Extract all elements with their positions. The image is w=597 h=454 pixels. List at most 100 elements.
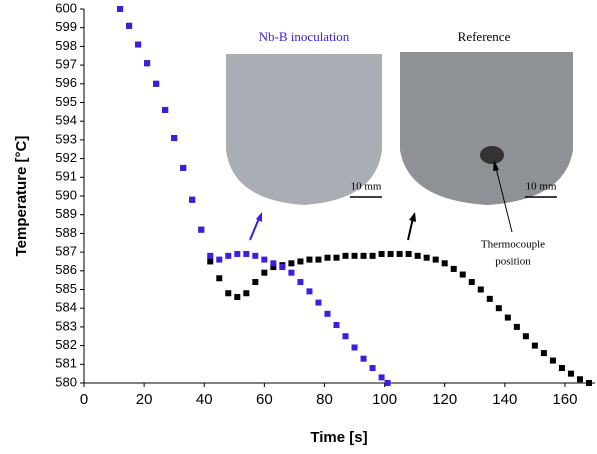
- x-tick-label: 100: [372, 391, 397, 408]
- marker: [288, 260, 294, 266]
- marker: [523, 333, 529, 339]
- marker: [252, 279, 258, 285]
- marker: [550, 358, 556, 364]
- marker: [433, 257, 439, 263]
- annotation: position: [495, 256, 531, 268]
- shrinkage: [480, 146, 504, 164]
- marker: [243, 251, 249, 257]
- marker: [153, 81, 159, 87]
- arrow-head: [409, 212, 416, 222]
- y-tick-label: 598: [55, 38, 77, 53]
- marker: [514, 324, 520, 330]
- y-tick-label: 589: [55, 206, 77, 221]
- marker: [343, 333, 349, 339]
- marker: [361, 356, 367, 362]
- marker: [306, 257, 312, 263]
- marker: [586, 380, 592, 386]
- y-tick-label: 595: [55, 94, 77, 109]
- y-tick-label: 591: [55, 169, 77, 184]
- marker: [496, 305, 502, 311]
- marker: [324, 311, 330, 317]
- marker: [333, 322, 339, 328]
- marker: [234, 251, 240, 257]
- marker: [343, 253, 349, 259]
- marker: [162, 107, 168, 113]
- y-tick-label: 599: [55, 19, 77, 34]
- marker: [370, 365, 376, 371]
- y-tick-label: 590: [55, 187, 77, 202]
- arrow-head: [256, 212, 262, 222]
- x-tick-label: 140: [492, 391, 517, 408]
- x-axis-title: Time [s]: [310, 429, 367, 446]
- y-axis-title: Temperature [°C]: [13, 136, 30, 257]
- marker: [144, 60, 150, 66]
- insets: Nb-B inoculation Reference 10 mm 10 mm T…: [218, 29, 575, 268]
- annotation: Thermocouple: [481, 239, 545, 251]
- marker: [568, 371, 574, 377]
- marker: [397, 251, 403, 257]
- y-tick-label: 587: [55, 244, 77, 259]
- marker: [270, 260, 276, 266]
- marker: [234, 294, 240, 300]
- marker: [361, 253, 367, 259]
- marker: [216, 257, 222, 263]
- marker: [559, 365, 565, 371]
- marker: [388, 251, 394, 257]
- marker: [370, 253, 376, 259]
- y-tick-label: 596: [55, 75, 77, 90]
- marker: [487, 296, 493, 302]
- marker: [225, 253, 231, 259]
- x-tick-label: 40: [196, 391, 213, 408]
- marker: [532, 343, 538, 349]
- y-tick-label: 586: [55, 262, 77, 277]
- y-tick-label: 582: [55, 337, 77, 352]
- marker: [207, 258, 213, 264]
- x-tick-label: 80: [316, 391, 333, 408]
- marker: [135, 42, 141, 48]
- y-tick-label: 597: [55, 57, 77, 72]
- marker: [297, 279, 303, 285]
- marker: [424, 255, 430, 261]
- y-tick-label: 592: [55, 150, 77, 165]
- marker: [451, 266, 457, 272]
- marker: [198, 227, 204, 233]
- marker: [469, 279, 475, 285]
- marker: [333, 255, 339, 261]
- marker: [261, 270, 267, 276]
- y-tick-label: 594: [55, 113, 77, 128]
- marker: [189, 197, 195, 203]
- marker: [406, 251, 412, 257]
- marker: [505, 315, 511, 321]
- y-tick-label: 583: [55, 318, 77, 333]
- marker: [117, 6, 123, 12]
- chart: Temperature [°C] Time [s] Nb-B inoculati…: [0, 0, 597, 454]
- marker: [442, 260, 448, 266]
- marker: [126, 23, 132, 29]
- y-tick-label: 600: [55, 0, 77, 15]
- marker: [379, 374, 385, 380]
- scale-label: 10 mm: [351, 181, 382, 193]
- x-tick-label: 60: [256, 391, 273, 408]
- y-tick-label: 584: [55, 300, 77, 315]
- y-tick-label: 580: [55, 374, 77, 389]
- y-tick-label: 585: [55, 281, 77, 296]
- marker: [288, 270, 294, 276]
- marker: [252, 253, 258, 259]
- marker: [297, 258, 303, 264]
- marker: [315, 257, 321, 263]
- inset-label: Nb-B inoculation: [259, 29, 350, 44]
- marker: [324, 255, 330, 261]
- x-tick-label: 160: [552, 391, 577, 408]
- marker: [243, 290, 249, 296]
- y-tick-label: 581: [55, 356, 77, 371]
- y-tick-label: 588: [55, 225, 77, 240]
- scale-label: 10 mm: [526, 181, 557, 193]
- marker: [541, 350, 547, 356]
- marker: [180, 165, 186, 171]
- marker: [352, 344, 358, 350]
- y-tick-label: 593: [55, 131, 77, 146]
- marker: [306, 288, 312, 294]
- marker: [352, 253, 358, 259]
- marker: [216, 275, 222, 281]
- x-tick-label: 120: [432, 391, 457, 408]
